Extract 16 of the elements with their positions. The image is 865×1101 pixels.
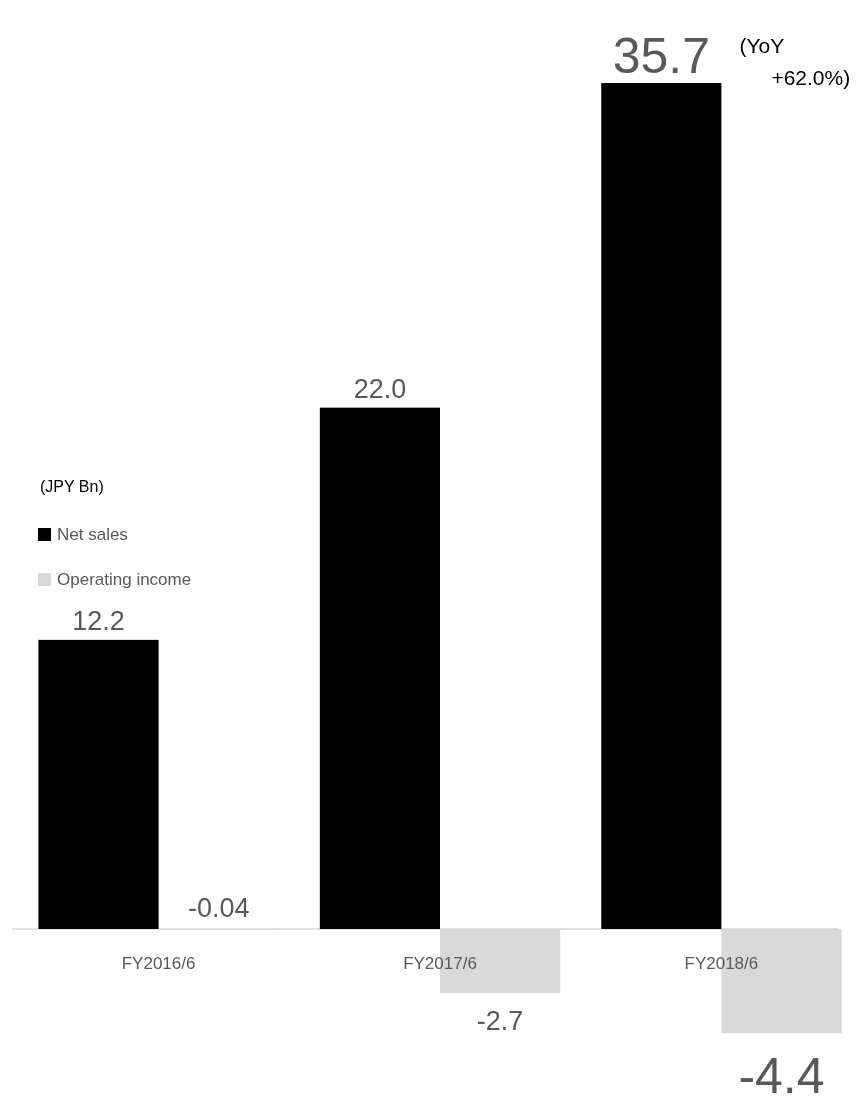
bar [601, 83, 722, 929]
legend-label: Net sales [57, 525, 128, 544]
data-label: 12.2 [72, 605, 125, 636]
bar [38, 639, 159, 929]
x-tick-label: FY2017/6 [403, 954, 477, 973]
data-label: 22.0 [353, 373, 407, 404]
data-label: -4.4 [738, 1048, 825, 1101]
data-label: 35.7 [612, 28, 710, 84]
x-tick-label: FY2018/6 [684, 954, 759, 973]
data-label: -0.04 [187, 893, 250, 923]
data-label: -2.7 [476, 1005, 524, 1036]
annotation: (YoY +62.0%) [739, 34, 851, 89]
y-axis-title: (JPY Bn) [40, 478, 104, 495]
x-tick-label: FY2016/6 [121, 954, 196, 973]
bar [319, 407, 440, 929]
legend-label: Operating income [57, 570, 192, 589]
